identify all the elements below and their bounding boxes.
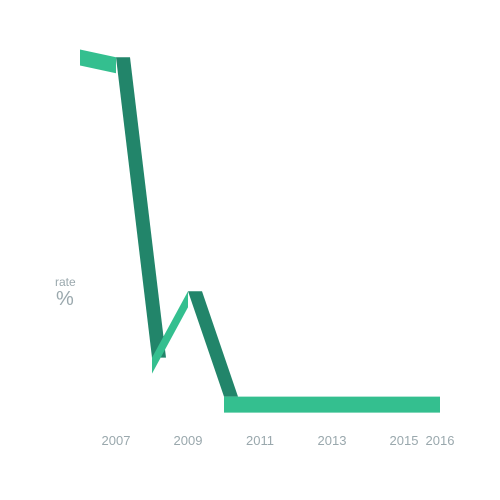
ribbon-segment-2010-2011 <box>224 396 260 413</box>
ribbon-segment-2013-2014 <box>332 396 368 413</box>
ribbon-series <box>80 49 440 413</box>
x-tick-label-2015: 2015 <box>390 433 419 448</box>
ribbon-segment-2011-2012 <box>260 396 296 413</box>
x-tick-label-2007: 2007 <box>102 433 131 448</box>
x-tick-label-2013: 2013 <box>318 433 347 448</box>
x-tick-label-2016: 2016 <box>426 433 455 448</box>
ribbon-segment-2015-2016 <box>404 396 440 413</box>
x-tick-label-2011: 2011 <box>246 433 274 448</box>
y-axis-unit: % <box>56 288 74 310</box>
ribbon-segment-2014-2015 <box>368 396 404 413</box>
y-axis-label: rate <box>55 275 76 289</box>
x-tick-label-2009: 2009 <box>174 433 203 448</box>
ribbon-segment-2006-2007 <box>80 49 116 74</box>
x-axis-ticks: 2007 2009 2011 2013 2015 2016 <box>102 433 455 448</box>
ribbon-segment-2008-2009 <box>152 291 188 374</box>
ribbon-segment-2007-2008 <box>116 57 166 358</box>
ribbon-segment-2009-2010 <box>188 291 238 397</box>
ribbon-segment-2012-2013 <box>296 396 332 413</box>
